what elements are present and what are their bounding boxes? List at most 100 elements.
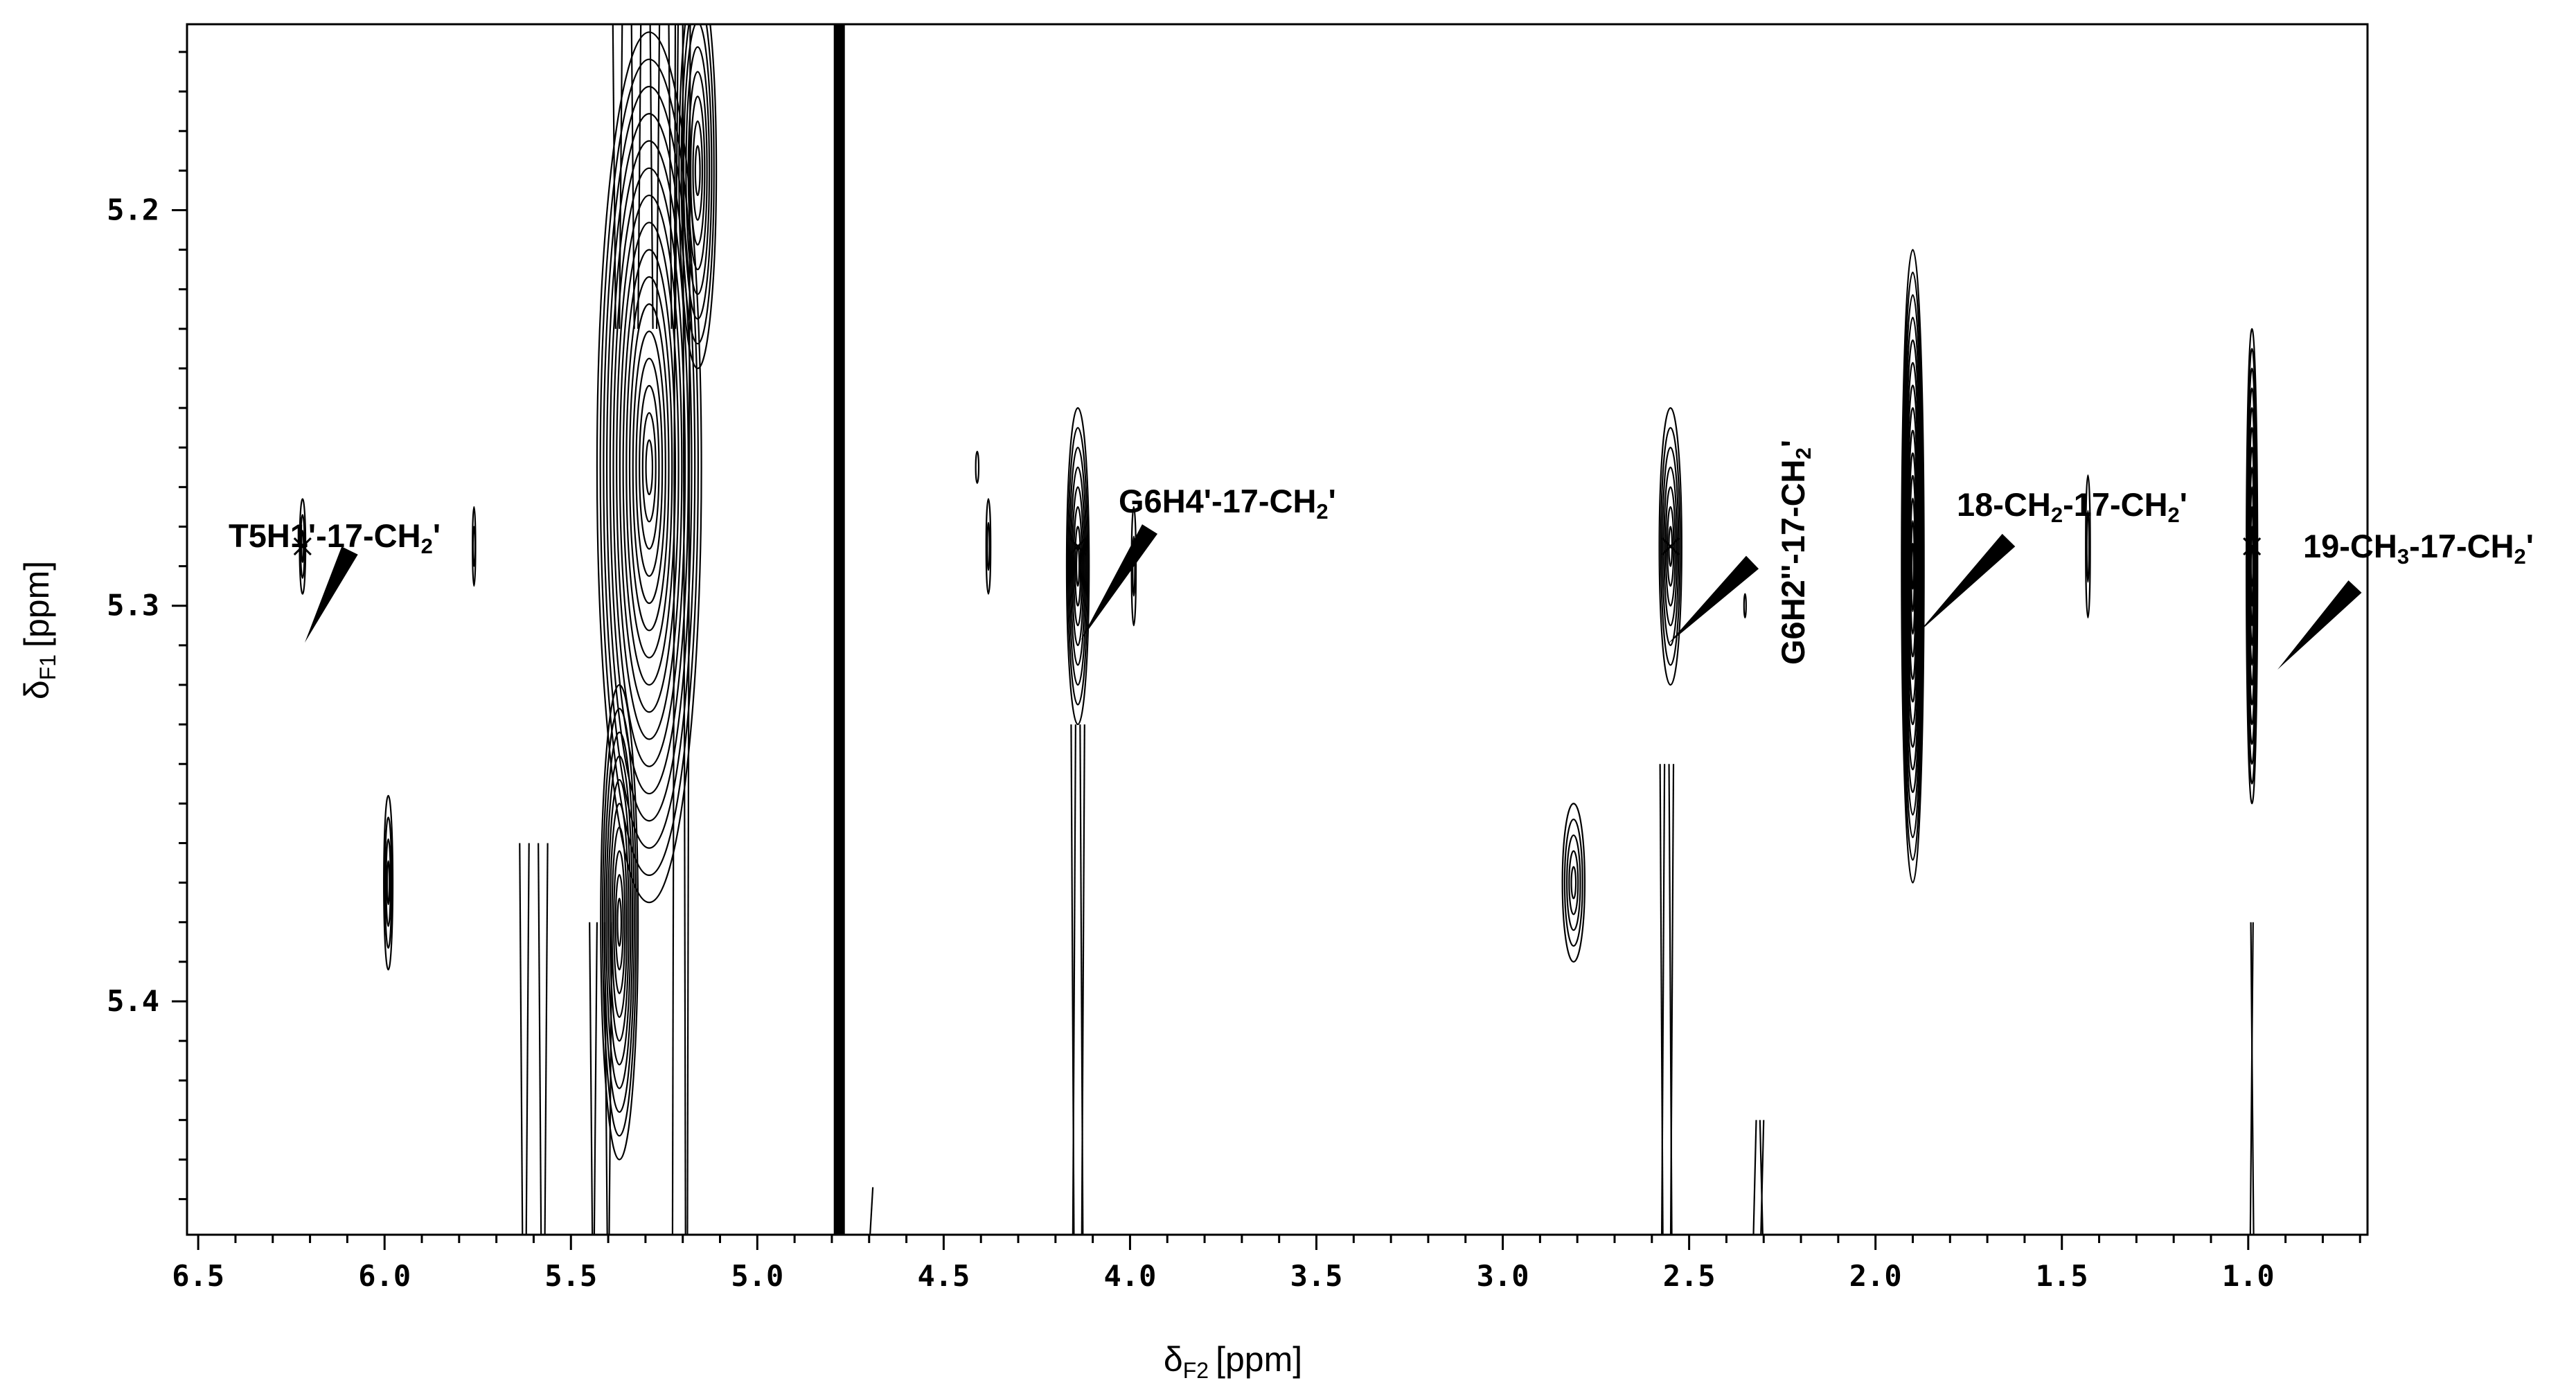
y-tick-label: 5.3 bbox=[107, 589, 159, 623]
contour-line bbox=[622, 249, 677, 686]
contour-line bbox=[975, 450, 980, 484]
peak-annotations: T5H1'-17-CH2' G6H4'-17-CH2' G6H2''-17-CH2'… bbox=[229, 440, 2534, 670]
contour-streak bbox=[1752, 1120, 1757, 1235]
contour-line bbox=[685, 46, 711, 295]
contour-streak bbox=[630, 24, 635, 329]
contour-line bbox=[1065, 407, 1090, 726]
contour-line bbox=[1071, 486, 1085, 646]
contour-streak bbox=[637, 24, 642, 329]
contour-line bbox=[2086, 510, 2090, 583]
contour-line bbox=[1902, 294, 1924, 839]
contour-line bbox=[1903, 316, 1923, 816]
peak-marker bbox=[293, 537, 312, 556]
peak-marker bbox=[1661, 537, 1680, 556]
contour-line bbox=[609, 803, 630, 1042]
x-tick-label: 3.5 bbox=[1290, 1259, 1343, 1293]
contour-streak bbox=[869, 1187, 874, 1235]
contour-line bbox=[645, 439, 654, 496]
annotation-label: G6H4'-17-CH2' bbox=[1119, 483, 1336, 524]
contour-streak bbox=[1760, 1120, 1765, 1235]
contour-line bbox=[1906, 384, 1920, 748]
x-tick-label: 2.0 bbox=[1849, 1259, 1902, 1293]
contour-line bbox=[299, 498, 307, 595]
contour-line bbox=[1908, 474, 1917, 658]
contour-line bbox=[601, 708, 637, 1137]
x-tick-label: 5.5 bbox=[544, 1259, 597, 1293]
contour-line bbox=[2246, 328, 2259, 805]
annotation-pointer bbox=[1668, 555, 1759, 644]
contour-line bbox=[1072, 506, 1083, 627]
x-axis-unit: [ppm] bbox=[1216, 1340, 1302, 1379]
peak-marker bbox=[1903, 537, 1922, 556]
contour-line bbox=[692, 120, 704, 221]
contour-line bbox=[609, 140, 689, 795]
contour-streak bbox=[1070, 724, 1075, 1235]
contour-streak bbox=[649, 24, 654, 329]
contour-line bbox=[1910, 542, 1915, 590]
x-tick-label: 4.5 bbox=[917, 1259, 970, 1293]
contour-streak bbox=[619, 24, 623, 329]
contour-line bbox=[1568, 850, 1579, 915]
x-tick-label: 2.5 bbox=[1663, 1259, 1716, 1293]
contour-line bbox=[1906, 407, 1919, 726]
solvent-suppression-line bbox=[833, 24, 845, 1235]
contour-line bbox=[632, 330, 666, 605]
annotation-pointer bbox=[2277, 580, 2362, 670]
contour-line bbox=[600, 683, 639, 1161]
peak-marker bbox=[2243, 537, 2262, 556]
contour-streak bbox=[1079, 724, 1084, 1235]
contour-line bbox=[1908, 452, 1918, 680]
contour-line bbox=[599, 58, 699, 876]
contour-line bbox=[472, 506, 477, 587]
x-axis-ticks: 6.5 6.0 5.5 5.0 4.5 4.0 3.5 3.0 2.5 2.0 1.5 1.0 bbox=[172, 1235, 2361, 1293]
contour-line bbox=[628, 303, 670, 632]
contour-line bbox=[1074, 526, 1082, 607]
x-tick-label: 6.5 bbox=[172, 1259, 224, 1293]
contour-line bbox=[694, 145, 701, 197]
y-axis-ticks: 5.2 5.3 5.4 bbox=[107, 51, 187, 1201]
plot-frame bbox=[186, 23, 2369, 1236]
contour-line bbox=[612, 167, 686, 767]
y-axis-label: δF1 [ppm] bbox=[17, 561, 60, 699]
contour-line bbox=[605, 755, 634, 1089]
annotation-label: 19-CH3-17-CH2' bbox=[2303, 528, 2534, 569]
contour-line bbox=[383, 794, 394, 971]
contour-streak bbox=[608, 922, 613, 1235]
contour-line bbox=[1662, 447, 1680, 646]
contour-line bbox=[603, 85, 696, 849]
contour-line bbox=[1069, 466, 1086, 666]
annotation-pointer bbox=[305, 546, 358, 643]
contour-line bbox=[616, 194, 683, 740]
x-tick-label: 4.0 bbox=[1104, 1259, 1157, 1293]
contour-line bbox=[1667, 506, 1675, 587]
contour-line bbox=[1658, 407, 1682, 686]
contour-streak bbox=[655, 24, 661, 329]
contour-streak bbox=[1759, 1120, 1764, 1235]
contour-line bbox=[639, 384, 660, 550]
contour-line bbox=[1903, 339, 1922, 794]
contour-line bbox=[2085, 474, 2091, 618]
contour-streak bbox=[538, 843, 542, 1235]
contour-line bbox=[607, 778, 632, 1066]
contour-line bbox=[1910, 520, 1915, 612]
contour-line bbox=[1663, 466, 1678, 627]
contour-line bbox=[690, 96, 706, 246]
contour-line bbox=[1566, 834, 1581, 931]
contour-line bbox=[985, 498, 992, 595]
contour-line bbox=[1668, 526, 1673, 567]
annotation-label: T5H1'-17-CH2' bbox=[229, 517, 441, 558]
annotation-label: G6H2''-17-CH2' bbox=[1775, 440, 1815, 665]
contour-line bbox=[625, 276, 673, 659]
contour-line bbox=[384, 816, 393, 949]
contour-streak bbox=[589, 922, 594, 1235]
contour-line bbox=[1743, 593, 1747, 618]
contour-line bbox=[986, 521, 991, 571]
contour-line bbox=[299, 514, 305, 579]
y-tick-label: 5.2 bbox=[107, 193, 159, 226]
x-axis-subscript: F2 bbox=[1183, 1358, 1209, 1383]
contour-streak bbox=[519, 843, 524, 1235]
contour-line bbox=[1907, 429, 1919, 703]
contour-line bbox=[687, 71, 708, 271]
contour-line bbox=[616, 897, 623, 947]
x-tick-label: 1.5 bbox=[2036, 1259, 2088, 1293]
